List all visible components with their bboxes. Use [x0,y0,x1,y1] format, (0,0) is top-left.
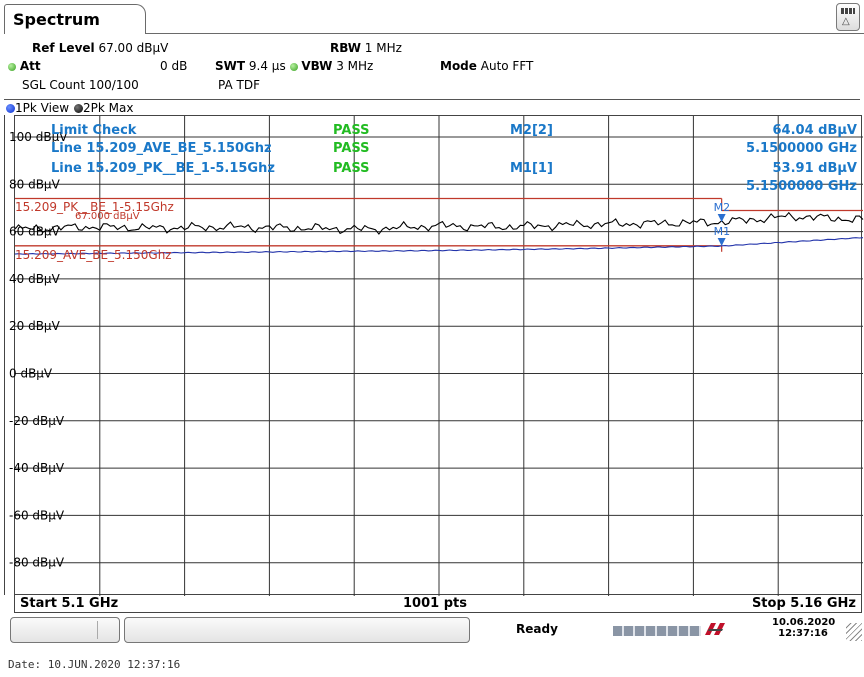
trace-view-bar: 1Pk View 2Pk Max [4,99,860,115]
status-field-1[interactable] [10,617,120,643]
marker-m2-tag: M2 [714,201,731,214]
mode-label: Mode [440,59,477,73]
y-tick-label: 0 dBµV [9,367,53,381]
triangle-icon: △ [842,16,850,27]
lxi-icon [703,622,729,636]
mode-value: Auto FFT [480,59,534,73]
att-label: Att [19,59,41,73]
marker-m2-triangle [717,214,726,223]
marker-m2-label: M2[2] [510,123,553,138]
marker-m1-level: 53.91 dBµV [772,161,858,176]
status-field-2[interactable] [124,617,470,643]
display-config-button[interactable]: △ [836,3,860,31]
status-date: 10.06.2020 [772,617,836,628]
ref-level: Ref Level 67.00 dBµV [32,41,168,55]
spectrum-plot[interactable]: 100 dBµV 80 dBµV 60 dBµV 40 dBµV 20 dBµV 0 dB… [9,115,864,596]
window-icon [841,8,855,14]
vbw-label: VBW [301,59,333,73]
pa-tdf: PA TDF [218,78,260,92]
y-tick-label: -80 dBµV [9,556,65,570]
trace1-label: 1Pk View [15,101,70,115]
y-tick-label: 20 dBµV [9,319,61,333]
swt-label: SWT [215,59,246,73]
y-tick-label: -20 dBµV [9,414,65,428]
rbw-label: RBW [330,41,361,55]
stop-frequency: Stop 5.16 GHz [751,596,856,611]
trace2-legend[interactable]: 2Pk Max [74,101,133,115]
datetime-display: 10.06.2020 12:37:16 [772,617,836,639]
trace2-label: 2Pk Max [83,101,134,115]
mode: Mode Auto FFT [440,59,533,73]
y-tick-label: -60 dBµV [9,508,65,522]
ref-level-value: 67.00 dBµV [98,41,169,55]
y-tick-label: 100 dBµV [9,130,68,144]
vbw-value: 3 MHz [336,59,374,73]
start-frequency: Start 5.1 GHz [20,596,119,611]
vbw-indicator-icon [289,62,298,71]
limit-line1: Line 15.209_AVE_BE_5.150Ghz [51,141,272,156]
marker-m1-label: M1[1] [510,161,553,176]
ref-level-label: Ref Level [32,41,95,55]
tab-spectrum[interactable]: Spectrum [4,4,146,34]
progress-bar [613,626,701,636]
swt: SWT 9.4 µs VBW 3 MHz [215,59,373,73]
rbw-value: 1 MHz [364,41,402,55]
trace1-legend[interactable]: 1Pk View [6,101,69,115]
sweep-points: 1001 pts [403,596,467,611]
sgl-count: SGL Count 100/100 [22,78,139,92]
rbw: RBW 1 MHz [330,41,402,55]
marker-m2-level: 64.04 dBµV [772,123,858,138]
limit-ave-label: 15.209_AVE_BE_5.150Ghz [15,248,172,262]
status-time: 12:37:16 [778,628,828,639]
frequency-axis-bar: Start 5.1 GHz 1001 pts Stop 5.16 GHz [14,595,862,613]
att-indicator-icon [8,62,16,71]
marker-m1-freq: 5.1500000 GHz [746,179,857,194]
y-tick-label: 80 dBµV [9,177,61,191]
y-tick-label: 40 dBµV [9,272,61,286]
att-value: 0 dB [160,59,188,73]
resize-grip-icon[interactable] [846,623,862,641]
status-bar: Ready 10.06.2020 12:37:16 [10,617,862,643]
tab-title: Spectrum [13,10,100,29]
trace1-dot-icon [6,104,15,113]
tab-baseline [146,33,864,34]
ready-status: Ready [516,622,558,636]
swt-value: 9.4 µs [248,59,286,73]
limit-check-result: PASS [333,123,370,138]
trace2-dot-icon [74,104,83,113]
marker-m2-freq: 5.1500000 GHz [746,141,857,156]
marker-m1-triangle [717,238,726,247]
limit-line2: Line 15.209_PK__BE_1-5.15Ghz [51,161,275,176]
limit-pk-value-label: 67.000 dBµV [75,211,140,222]
limit-check-title: Limit Check [51,123,137,138]
status-field-divider [97,621,98,639]
limit-line1-result: PASS [333,141,370,156]
marker-m1-tag: M1 [714,225,731,238]
att: Att [8,59,41,73]
lxi-logo [705,623,725,635]
capture-date: Date: 10.JUN.2020 12:37:16 [8,658,181,671]
plot-frame [4,115,863,595]
y-tick-label: -40 dBµV [9,461,65,475]
limit-line2-result: PASS [333,161,370,176]
limit-pk-label: 15.209_PK__BE_1-5.15Ghz [15,200,174,214]
